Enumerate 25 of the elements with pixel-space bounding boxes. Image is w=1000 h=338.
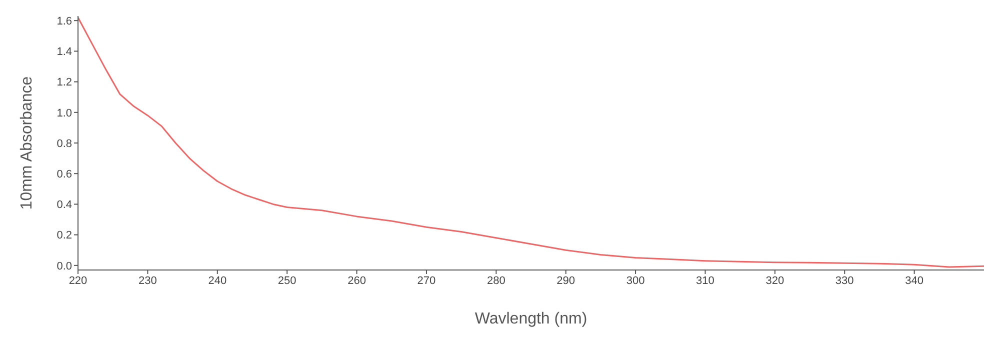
x-tick-label: 250: [278, 274, 296, 287]
y-tick-label: 1.4: [56, 46, 72, 58]
y-tick-label: 1.6: [56, 15, 72, 28]
y-tick-label: 1.0: [56, 107, 72, 120]
y-tick-label: 0.4: [56, 199, 72, 212]
y-tick-label: 0.6: [56, 168, 72, 181]
y-tick-label: 0.0: [56, 260, 72, 272]
line-series: [78, 16, 984, 268]
x-tick-label: 300: [626, 274, 645, 287]
x-axis-title: Wavlength (nm): [474, 310, 588, 328]
x-tick-label: 280: [486, 274, 506, 287]
y-axis-title: 10mm Absorbance: [18, 76, 36, 210]
y-tick-label: 1.2: [56, 76, 72, 89]
x-tick-label: 310: [696, 274, 714, 287]
x-tick-label: 260: [348, 274, 366, 287]
x-tick-label: 340: [905, 274, 924, 287]
x-tick-label: 230: [138, 274, 157, 287]
x-tick-label: 270: [417, 274, 436, 287]
x-tick-label: 240: [208, 274, 227, 287]
x-tick-label: 290: [556, 274, 576, 287]
x-tick-label: 320: [766, 274, 784, 287]
x-tick-label: 220: [68, 274, 88, 287]
y-tick-label: 0.2: [56, 230, 72, 242]
y-tick-label: 0.8: [56, 138, 72, 150]
x-tick-label: 330: [835, 274, 854, 287]
